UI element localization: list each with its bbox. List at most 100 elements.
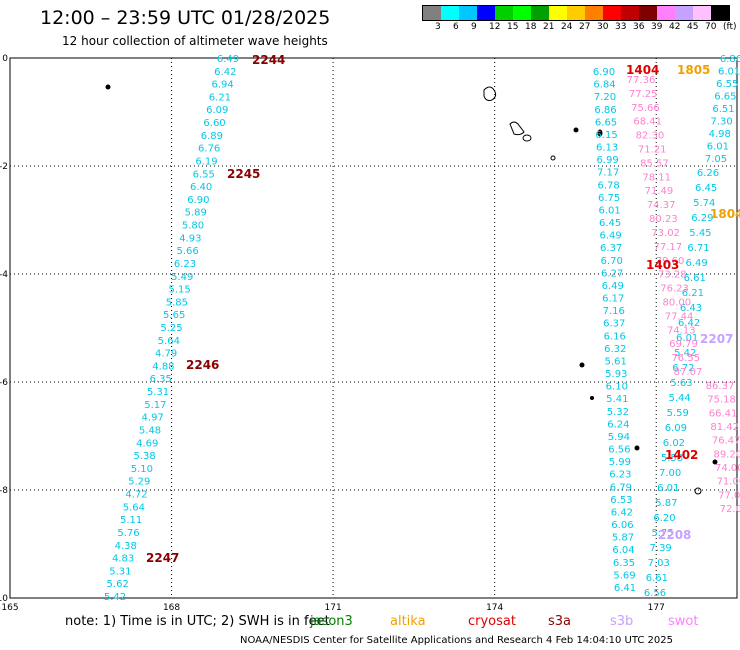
wave-height-value: 6.61 [684,273,706,284]
wave-height-value: 75.66 [631,103,660,114]
color-swatch [423,6,441,20]
wave-height-value: 5.38 [133,451,155,462]
color-scale-label: 12 [489,22,501,32]
wave-height-value: 5.64 [158,336,180,347]
wave-height-value: 6.55 [193,169,215,180]
wave-height-value: 6.24 [607,419,629,430]
legend-item-jason3: jason3 [310,614,353,629]
wave-height-value: 6.65 [595,117,617,128]
wave-height-value: 6.94 [211,80,233,91]
wave-height-value: 6.65 [714,92,736,103]
wave-height-value: 6.61 [646,573,668,584]
island [573,127,579,133]
pass-labels: 2244 2245 2246 2247 1404 1403 1402 1805 1804 2207… [146,53,740,565]
wave-height-value: 5.10 [131,464,153,475]
wave-height-value: 5.42 [674,348,696,359]
footer-credit: NOAA/NESDIS Center for Satellite Applica… [240,635,673,646]
wave-height-value: 5.41 [606,394,628,405]
pass-label: 1402 [665,448,698,462]
color-swatch [639,6,657,20]
wave-height-value: 4.98 [709,129,731,140]
wave-height-value: 6.16 [604,331,626,342]
color-swatch [477,6,495,20]
wave-height-value: 6.32 [604,344,626,355]
wave-height-value: 4.88 [152,361,174,372]
wave-height-value: 6.35 [150,374,172,385]
color-scale-label: 21 [543,22,555,32]
wave-height-value: 6.76 [198,144,220,155]
wave-height-value: 6.71 [687,243,709,254]
wave-height-value: 71.00 [717,477,740,488]
wave-height-value: 77.44 [665,311,694,322]
pass-label: 2245 [227,167,260,181]
wave-height-value: 6.53 [610,495,632,506]
color-swatch [693,6,711,20]
wave-height-value: 6.41 [614,583,636,594]
wave-height-value: 74.00 [715,463,740,474]
x-tick-label: 177 [648,603,665,610]
wave-height-value: 5.99 [609,457,631,468]
wave-height-value: 80.23 [649,214,678,225]
legend-item-swot: swot [668,614,699,629]
wave-height-value: 6.01 [657,483,679,494]
color-swatch [585,6,603,20]
wave-height-value: 5.44 [668,393,690,404]
color-swatch [531,6,549,20]
wave-height-value: 6.72 [672,363,694,374]
wave-height-value: 6.86 [594,105,616,116]
wave-height-value: 6.40 [190,182,212,193]
y-tick-label: -8 [0,486,8,496]
pass-label: 1404 [626,63,659,77]
wave-height-value: 77.36 [627,75,656,86]
footer-note: note: 1) Time is in UTC; 2) SWH is in fe… [65,614,330,629]
pass-label: 1805 [677,63,710,77]
wave-height-value: 7.20 [594,92,616,103]
wave-height-tracks: 6.496.426.946.216.096.606.896.766.196.55… [104,54,740,603]
wave-height-value: 69.79 [669,339,698,350]
wave-height-value: 6.75 [598,193,620,204]
wave-height-value: 76.47 [712,436,740,447]
axis-tick-labels: 165 168 171 174 177 0 -2 -4 -6 -8 -10 [0,54,665,610]
wave-height-value: 6.01 [718,67,740,78]
wave-height-value: 5.66 [177,246,199,257]
wave-height-value: 74.37 [647,200,676,211]
wave-height-value: 5.89 [185,208,207,219]
wave-height-value: 5.64 [123,502,145,513]
wave-height-value: 78.11 [642,172,671,183]
color-swatch [657,6,675,20]
wave-height-value: 6.20 [653,513,675,524]
island [712,459,718,465]
wave-height-value: 6.84 [593,80,615,91]
wave-height-value: 6.10 [606,382,628,393]
wave-height-value: 5.94 [608,432,630,443]
color-scale-label: 9 [471,22,477,32]
pass-label: 2244 [252,53,285,67]
wave-height-value: 5.31 [109,566,131,577]
wave-height-value: 5.45 [689,228,711,239]
y-tick-label: -10 [0,594,8,604]
island [597,129,603,137]
wave-height-value: 6.21 [682,288,704,299]
y-tick-label: -2 [0,162,8,172]
color-scale-label: 24 [561,22,573,32]
color-scale-label: 70 [705,22,717,32]
wave-height-value: 6.23 [609,470,631,481]
wave-height-value: 6.04 [612,545,634,556]
wave-height-value: 7.17 [597,168,619,179]
wave-height-value: 73.02 [651,228,680,239]
wave-height-value: 76.23 [660,284,689,295]
wave-height-value: 5.32 [607,407,629,418]
wave-height-value: 77.17 [654,242,683,253]
wave-height-value: 5.65 [163,310,185,321]
wave-height-value: 4.38 [115,541,137,552]
wave-height-value: 7.05 [705,154,727,165]
island [522,134,532,142]
island-outlines [105,84,718,495]
wave-height-value: 7.00 [659,468,681,479]
wave-height-value: 7.16 [603,306,625,317]
wave-height-value: 4.83 [112,554,134,565]
wave-height-value: 4.69 [136,438,158,449]
wave-height-value: 6.42 [611,507,633,518]
map-title: 12:00 – 23:59 UTC 01/28/2025 [40,7,331,29]
wave-height-value: 5.17 [144,400,166,411]
